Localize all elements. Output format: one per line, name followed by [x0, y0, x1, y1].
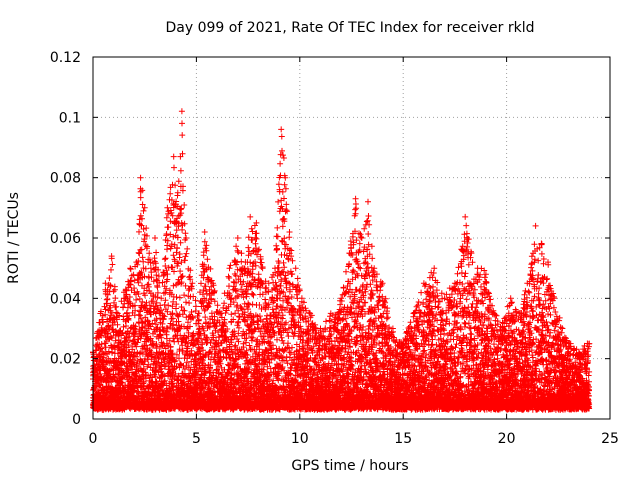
x-tick-label: 0: [89, 431, 98, 447]
x-tick-label: 5: [192, 431, 201, 447]
chart-title: Day 099 of 2021, Rate Of TEC Index for r…: [165, 20, 534, 36]
y-tick-label: 0.12: [50, 50, 81, 66]
y-tick-label: 0: [72, 412, 81, 428]
y-tick-label: 0.02: [50, 352, 81, 368]
y-axis-ticks: 0 0.02 0.04 0.06 0.08 0.1 0.12: [50, 50, 610, 428]
y-tick-label: 0.04: [50, 291, 81, 307]
grid: [93, 57, 610, 419]
x-axis-ticks: 0 5 10 15 20 25: [89, 57, 619, 447]
x-tick-label: 10: [291, 431, 309, 447]
data-points: [90, 108, 593, 413]
x-tick-label: 20: [498, 431, 516, 447]
x-tick-label: 25: [601, 431, 619, 447]
y-tick-label: 0.06: [50, 231, 81, 247]
scatter-points: [90, 108, 593, 413]
y-tick-label: 0.08: [50, 171, 81, 187]
y-axis-label: ROTI / TECUs: [6, 192, 22, 284]
x-axis-label: GPS time / hours: [291, 458, 408, 474]
x-tick-label: 15: [394, 431, 412, 447]
y-tick-label: 0.1: [59, 110, 81, 126]
